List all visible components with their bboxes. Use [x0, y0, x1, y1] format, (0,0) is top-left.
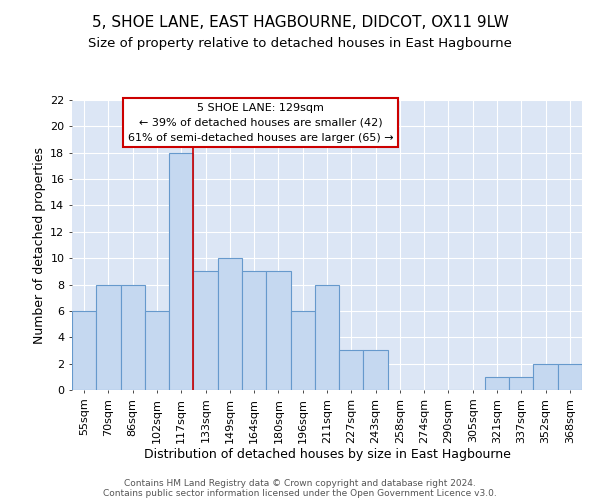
Bar	[121, 284, 145, 390]
Bar	[533, 364, 558, 390]
Bar	[145, 311, 169, 390]
Text: 5 SHOE LANE: 129sqm
← 39% of detached houses are smaller (42)
61% of semi-detach: 5 SHOE LANE: 129sqm ← 39% of detached ho…	[128, 103, 394, 142]
Bar	[485, 377, 509, 390]
Y-axis label: Number of detached properties: Number of detached properties	[33, 146, 46, 344]
X-axis label: Distribution of detached houses by size in East Hagbourne: Distribution of detached houses by size …	[143, 448, 511, 462]
Bar	[169, 152, 193, 390]
Text: Contains public sector information licensed under the Open Government Licence v3: Contains public sector information licen…	[103, 488, 497, 498]
Bar	[509, 377, 533, 390]
Bar	[218, 258, 242, 390]
Bar	[193, 272, 218, 390]
Text: 5, SHOE LANE, EAST HAGBOURNE, DIDCOT, OX11 9LW: 5, SHOE LANE, EAST HAGBOURNE, DIDCOT, OX…	[92, 15, 508, 30]
Text: Size of property relative to detached houses in East Hagbourne: Size of property relative to detached ho…	[88, 38, 512, 51]
Bar	[242, 272, 266, 390]
Bar	[290, 311, 315, 390]
Bar	[339, 350, 364, 390]
Text: Contains HM Land Registry data © Crown copyright and database right 2024.: Contains HM Land Registry data © Crown c…	[124, 478, 476, 488]
Bar	[266, 272, 290, 390]
Bar	[558, 364, 582, 390]
Bar	[96, 284, 121, 390]
Bar	[72, 311, 96, 390]
Bar	[364, 350, 388, 390]
Bar	[315, 284, 339, 390]
